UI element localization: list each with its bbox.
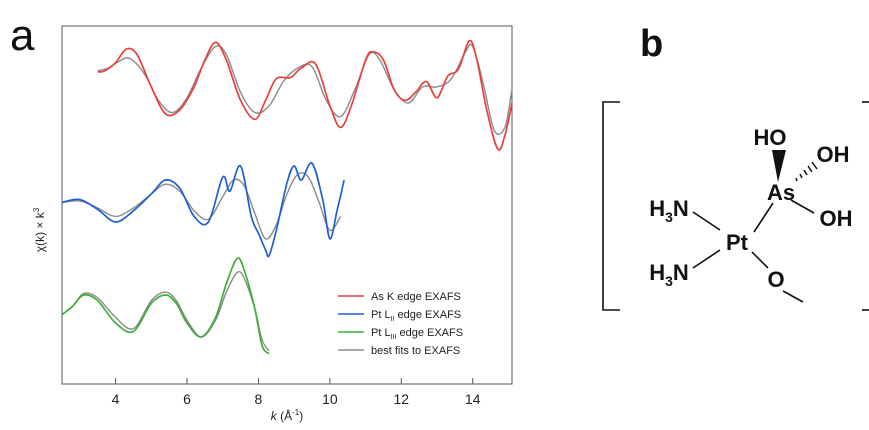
bond-pt-o xyxy=(751,251,769,269)
hashed-bond-as-oh-upper xyxy=(795,161,818,182)
legend-entry: As K edge EXAFS xyxy=(371,291,461,303)
x-axis-label: k (Å-1) xyxy=(271,408,303,423)
atom-o: O xyxy=(767,267,784,292)
series-layer xyxy=(61,39,513,355)
nh3-upper-n: N xyxy=(673,196,689,221)
nh3-lower-h: H xyxy=(649,260,665,285)
series-line-1 xyxy=(97,39,513,151)
panel-b-label: b xyxy=(640,23,663,65)
series-line-3 xyxy=(61,257,270,355)
fit-line-1 xyxy=(97,43,513,135)
x-tick-label: 8 xyxy=(255,391,263,407)
group-ho-top: HO xyxy=(754,125,787,150)
bond-n-upper-pt xyxy=(692,211,721,231)
x-axis-label-unit: (Å xyxy=(280,408,292,423)
bond-as-oh-lower xyxy=(790,199,815,214)
bond-n-lower-pt xyxy=(692,249,721,269)
y-axis-label-main: χ(k) × k xyxy=(33,211,47,252)
legend: As K edge EXAFS Pt LII edge EXAFS Pt LIII … xyxy=(338,291,463,357)
x-axis-label-unit-close: ) xyxy=(299,409,303,423)
atom-as: As xyxy=(767,180,795,205)
group-oh-lower: OH xyxy=(820,206,853,231)
nh3-lower-n: N xyxy=(673,260,689,285)
fit-line-2 xyxy=(61,172,342,240)
left-bracket xyxy=(602,101,620,311)
y-axis-label: χ(k) × k3 xyxy=(32,207,47,252)
plot-frame xyxy=(61,25,513,385)
fit-line-3 xyxy=(61,270,270,352)
x-tick-label: 6 xyxy=(183,391,191,407)
group-oh-upper: OH xyxy=(817,142,850,167)
bond-o-methyl xyxy=(782,290,804,303)
legend-entry: best fits to EXAFS xyxy=(371,345,460,357)
series-line-2 xyxy=(61,162,345,258)
nh3-upper-sub: 3 xyxy=(665,209,673,225)
panel-a-label: a xyxy=(10,11,35,60)
x-axis-label-unit-exp: -1 xyxy=(292,408,300,417)
x-tick-label: 4 xyxy=(112,391,120,407)
nh3-upper-h: H xyxy=(649,196,665,221)
x-axis-ticks: 4 6 8 10 12 14 xyxy=(112,378,481,407)
x-tick-label: 14 xyxy=(465,391,481,407)
legend-entry: Pt LIII edge EXAFS xyxy=(371,327,463,341)
y-axis-label-exp: 3 xyxy=(32,207,41,212)
atom-pt: Pt xyxy=(726,230,749,255)
x-tick-label: 12 xyxy=(393,391,409,407)
group-nh3-lower: H3N xyxy=(649,260,689,289)
legend-entry: Pt LII edge EXAFS xyxy=(371,309,461,323)
nh3-lower-sub: 3 xyxy=(665,273,673,289)
group-nh3-upper: H3N xyxy=(649,196,689,225)
bond-pt-as xyxy=(753,202,774,233)
x-tick-label: 10 xyxy=(322,391,338,407)
wedge-bond-as-ho xyxy=(772,150,786,182)
x-axis-label-main: k xyxy=(271,409,278,423)
